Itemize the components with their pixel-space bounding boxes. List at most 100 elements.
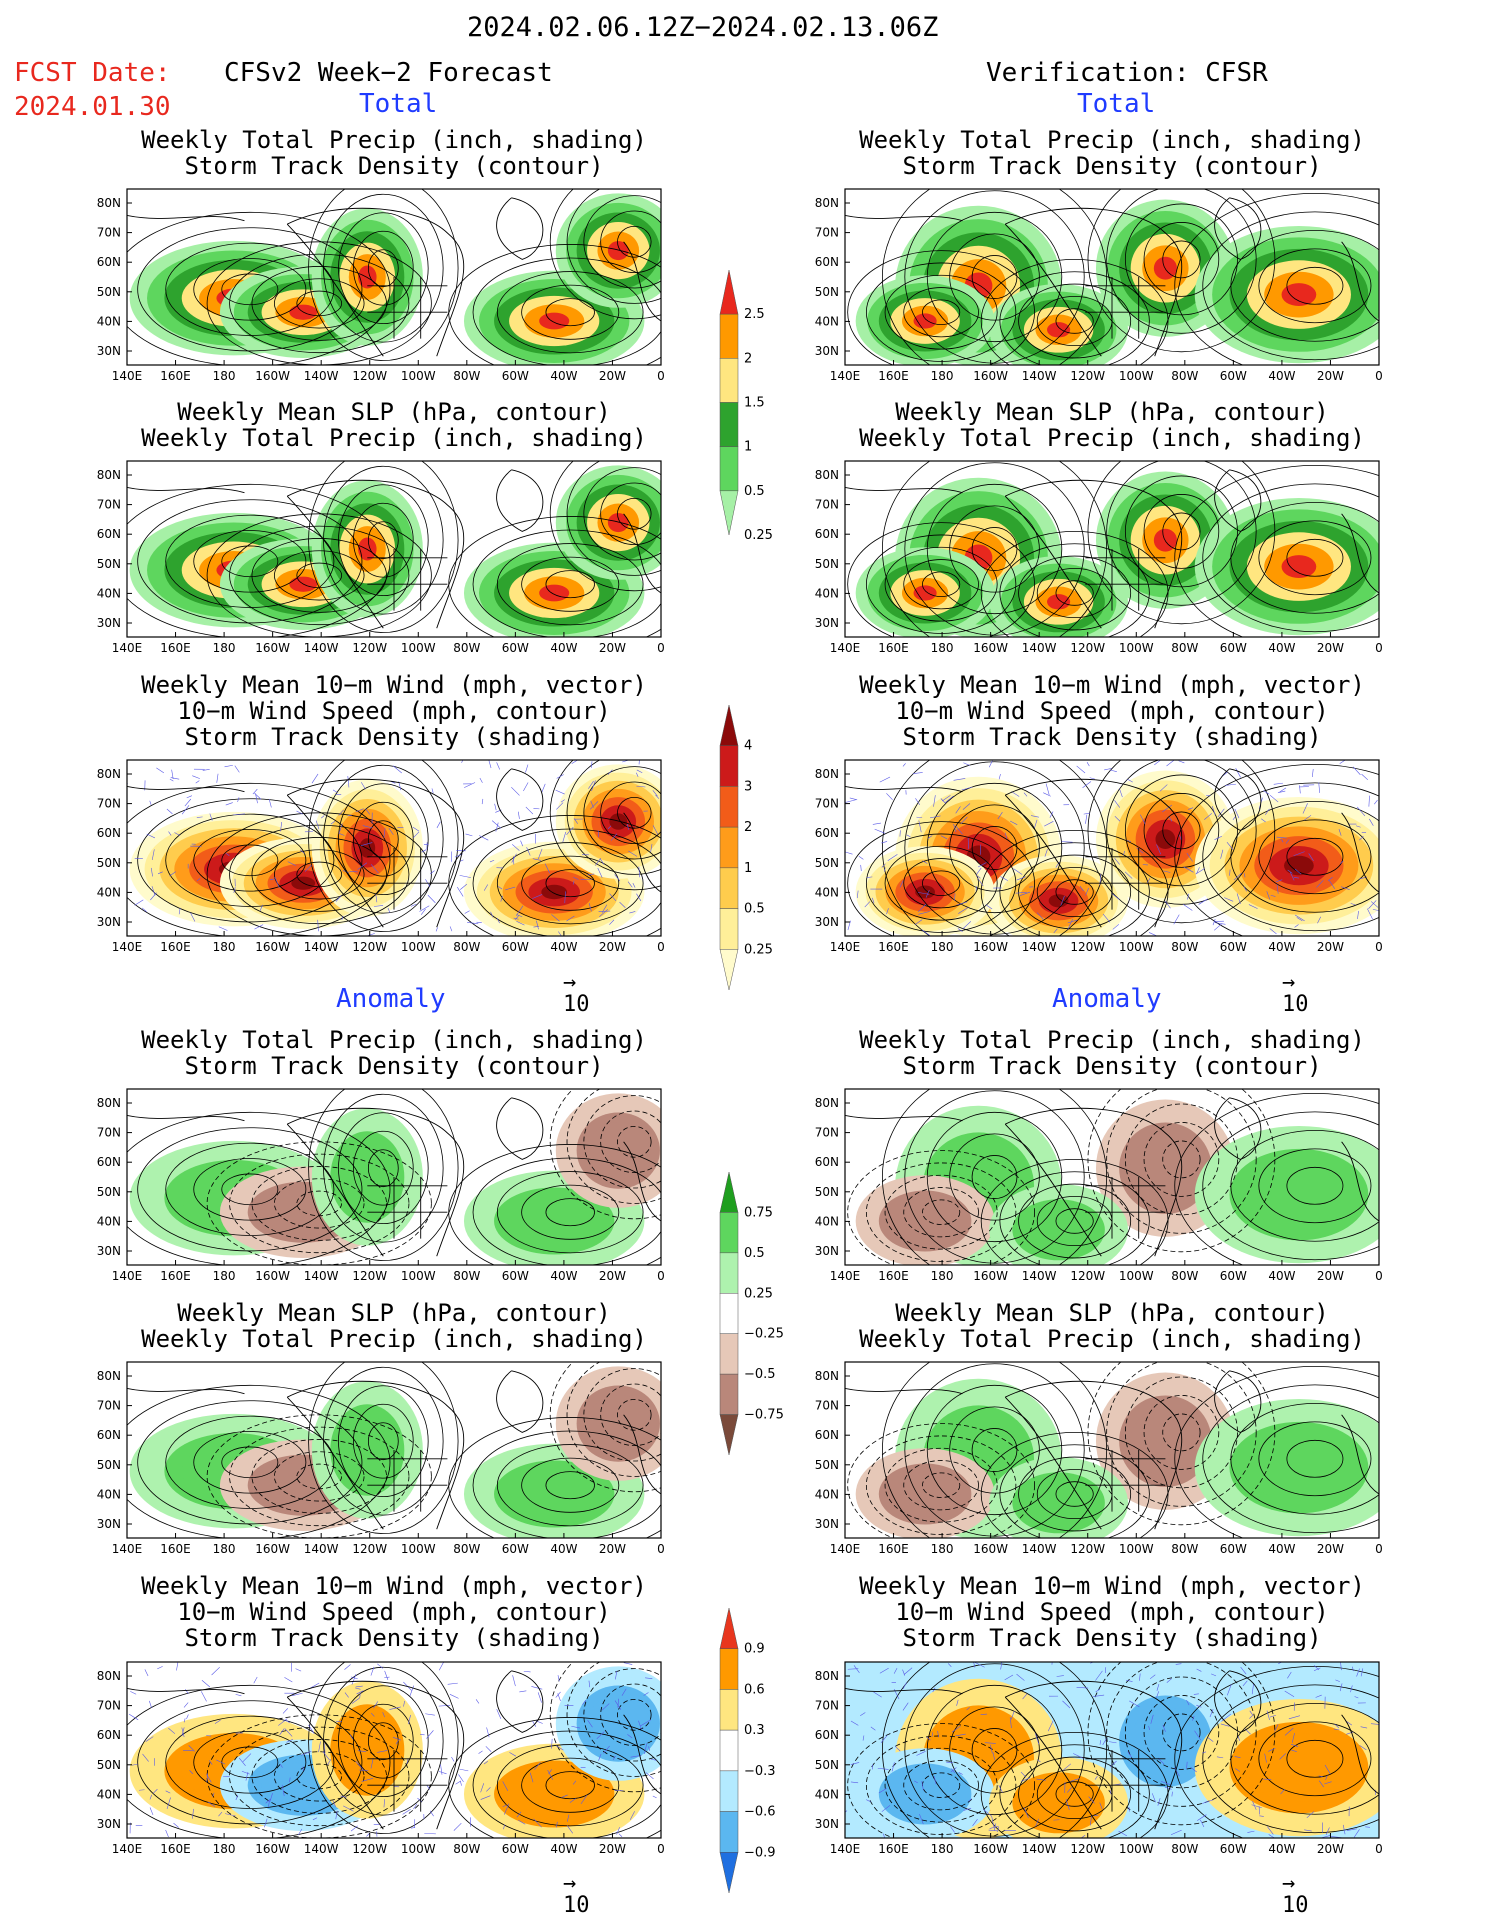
wind-vector [1346,1828,1357,1831]
wind-vector [438,1704,451,1707]
wind-vector [597,830,600,838]
map-frame [126,1661,662,1839]
wind-vector [503,1824,505,1830]
lon-tick-label: 180 [931,369,954,383]
contour-line [545,1198,595,1227]
wind-vector [280,821,283,832]
wind-vector [1346,1731,1354,1735]
wind-vector [190,912,196,922]
contour-line [193,258,307,321]
lon-tick-label: 0 [1375,1542,1383,1556]
contour-line [1230,229,1379,342]
wind-vector [384,1676,390,1679]
lat-tick-label: 80N [815,1669,839,1683]
wind-vector [465,833,473,837]
lat-tick-label: 60N [97,255,121,269]
lon-tick-label: 120W [1070,1542,1105,1556]
contour-line [903,287,979,338]
wind-vector [467,921,479,925]
contour-line [137,798,363,923]
contour-line [448,1417,661,1538]
lon-tick-label: 60W [502,641,529,655]
wind-vector [1056,1675,1064,1677]
contour-line [308,760,459,932]
wind-vector [1244,873,1246,878]
colorbar-swatch [719,1293,739,1334]
contour-line [549,1662,661,1793]
wind-vector [1327,876,1333,881]
lat-tick-label: 70N [97,1399,121,1413]
wind-vector [609,919,615,925]
wind-vector [1186,1761,1188,1769]
wind-vector [1043,792,1051,797]
wind-vector [1016,876,1026,881]
wind-vector [516,914,523,918]
wind-vector [894,1745,901,1752]
shading-blob [358,265,377,289]
wind-vector [357,862,368,870]
wind-vector [370,1666,375,1676]
wind-vector [209,813,213,821]
wind-vectors [128,1662,657,1838]
wind-vector [921,1780,924,1791]
lon-tick-label: 140W [304,1269,339,1283]
wind-vector [878,1788,887,1794]
lon-tick-label: 120W [352,641,387,655]
wind-vector [558,931,562,936]
panel-title-fcst-slp-anom: Weekly Mean SLP (hPa, contour) Weekly Tot… [141,1299,647,1353]
wind-vector [169,778,174,782]
lon-tick-label: 20W [1317,1542,1344,1556]
contour-line [448,1144,661,1265]
wind-vector [918,820,922,833]
contours [847,1362,1379,1538]
wind-vector [1211,1673,1217,1677]
wind-vector [858,856,864,860]
wind-vector [1284,1727,1294,1736]
lon-tick-label: 140E [112,1269,143,1283]
contour-line [251,1166,387,1241]
contour-line [1202,782,1379,932]
panel-title-verif-slp-total: Weekly Mean SLP (hPa, contour) Weekly Tot… [859,398,1365,452]
wind-vector [618,1662,619,1663]
wind-vector [208,1760,213,1765]
lon-tick-label: 160W [255,940,290,954]
wind-vector [918,892,930,895]
wind-vector [520,840,524,847]
contour-line [221,1446,279,1479]
wind-vector [1004,1674,1014,1681]
wind-vector [142,1753,149,1762]
contour-line [193,1431,307,1494]
colorbar-swatch [719,908,739,950]
wind-vector [1209,1708,1214,1718]
contour-line [1143,793,1220,868]
wind-vector [845,851,853,855]
wind-vector [1156,1691,1160,1698]
wind-vector [525,806,534,815]
contour-line [1174,1366,1379,1538]
wind-vector [440,1764,443,1775]
wind-vector [392,1737,401,1741]
wind-vector [652,1795,657,1799]
lon-tick-label: 120W [1070,1269,1105,1283]
contour-line [1124,1676,1238,1789]
wind-vector [1356,806,1366,817]
lon-tick-label: 140W [304,940,339,954]
wind-vector [958,1772,963,1775]
contours [847,189,1379,365]
wind-vector [532,858,542,861]
wind-vector [884,867,886,872]
contour-line [353,502,414,578]
wind-vector [953,778,966,781]
wind-vector [144,1669,149,1677]
wind-vector [1370,1723,1379,1725]
lon-tick-label: 160E [878,1269,909,1283]
contour-line [367,820,399,859]
wind-vector [1274,1724,1279,1732]
wind-vector [1109,1789,1112,1795]
colorbar-label: 0.5 [744,1246,765,1261]
lon-tick-label: 120W [1070,641,1105,655]
wind-vector [253,1676,258,1684]
shading-blob [339,1715,396,1785]
wind-vector [1196,867,1200,875]
wind-vector [1183,866,1194,873]
